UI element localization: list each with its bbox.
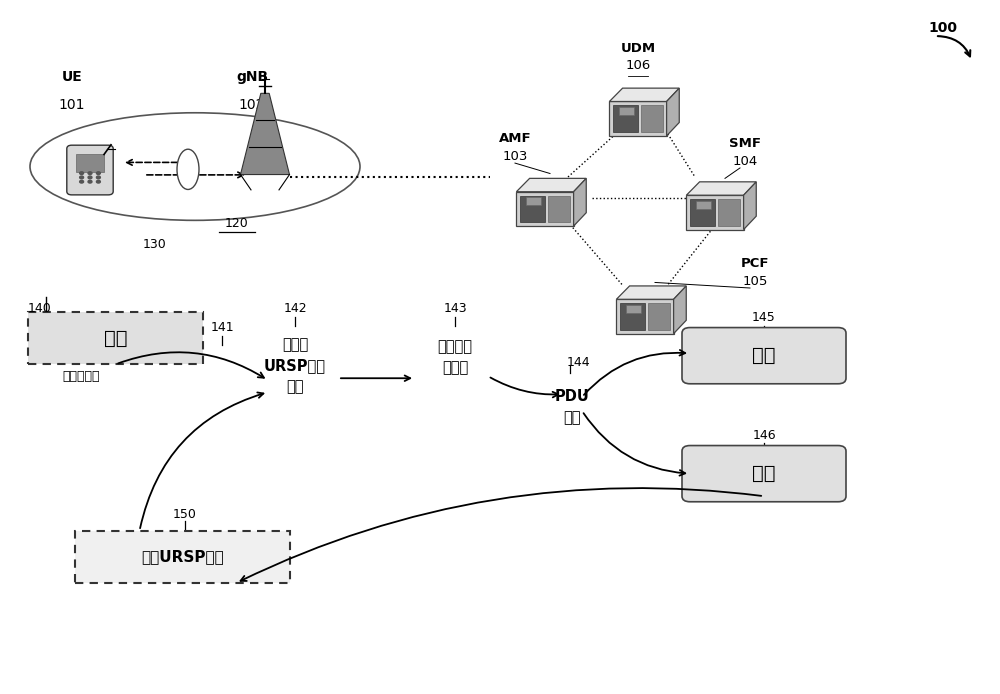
Text: 104: 104 <box>732 155 758 167</box>
Text: 130: 130 <box>143 238 167 251</box>
Text: 默认URSP规则: 默认URSP规则 <box>141 550 224 564</box>
Circle shape <box>80 180 84 183</box>
Text: 105: 105 <box>742 275 768 287</box>
Circle shape <box>88 172 92 174</box>
Polygon shape <box>619 108 634 115</box>
Circle shape <box>80 176 84 179</box>
Polygon shape <box>516 178 586 192</box>
Polygon shape <box>641 105 663 132</box>
Polygon shape <box>718 199 740 226</box>
Circle shape <box>88 176 92 179</box>
Text: PCF: PCF <box>741 257 769 270</box>
Bar <box>76 155 104 172</box>
Text: 应用: 应用 <box>104 329 127 348</box>
Text: 145: 145 <box>752 312 776 324</box>
Text: 成功: 成功 <box>752 346 776 365</box>
Text: UDM: UDM <box>620 42 656 55</box>
FancyBboxPatch shape <box>682 446 846 502</box>
Text: 讯务描述符: 讯务描述符 <box>62 370 100 382</box>
Text: 路径选择: 路径选择 <box>438 339 473 355</box>
FancyBboxPatch shape <box>75 531 290 583</box>
Text: 141: 141 <box>210 321 234 334</box>
Polygon shape <box>667 88 679 136</box>
Polygon shape <box>616 286 686 299</box>
Polygon shape <box>609 101 667 136</box>
Text: 102: 102 <box>239 99 265 112</box>
Polygon shape <box>696 201 711 208</box>
Text: 100: 100 <box>928 21 958 35</box>
FancyBboxPatch shape <box>28 312 203 364</box>
Text: 143: 143 <box>443 303 467 315</box>
Text: 150: 150 <box>173 509 197 521</box>
Polygon shape <box>574 178 586 226</box>
Text: 103: 103 <box>502 150 528 162</box>
FancyBboxPatch shape <box>67 145 113 195</box>
Text: 144: 144 <box>567 356 591 369</box>
Polygon shape <box>526 198 541 205</box>
Polygon shape <box>648 303 670 330</box>
Polygon shape <box>686 182 756 195</box>
Text: 描述符: 描述符 <box>442 360 468 375</box>
Circle shape <box>80 172 84 174</box>
Polygon shape <box>744 182 756 230</box>
Text: 匹配: 匹配 <box>286 379 304 394</box>
Text: 140: 140 <box>28 303 52 315</box>
Circle shape <box>96 180 100 183</box>
Text: 非默认: 非默认 <box>282 337 308 353</box>
Text: gNB: gNB <box>236 70 268 84</box>
Text: 失败: 失败 <box>752 464 776 483</box>
Circle shape <box>96 172 100 174</box>
Ellipse shape <box>30 112 360 220</box>
Text: 142: 142 <box>283 303 307 315</box>
Polygon shape <box>626 305 641 312</box>
Text: UE: UE <box>62 70 82 84</box>
Text: AMF: AMF <box>499 133 531 145</box>
Polygon shape <box>686 195 744 230</box>
Polygon shape <box>516 192 574 226</box>
FancyBboxPatch shape <box>682 328 846 384</box>
Polygon shape <box>613 105 638 132</box>
Circle shape <box>88 180 92 183</box>
Polygon shape <box>609 88 679 101</box>
Text: 146: 146 <box>752 429 776 441</box>
Text: URSP规则: URSP规则 <box>264 358 326 373</box>
Polygon shape <box>520 196 545 222</box>
Polygon shape <box>548 196 570 222</box>
Polygon shape <box>616 299 674 334</box>
Circle shape <box>96 176 100 179</box>
Polygon shape <box>620 303 645 330</box>
Text: 106: 106 <box>625 60 651 72</box>
Text: SMF: SMF <box>729 137 761 150</box>
Text: 会话: 会话 <box>563 410 581 425</box>
Polygon shape <box>690 199 715 226</box>
Polygon shape <box>241 93 290 174</box>
Ellipse shape <box>177 149 199 189</box>
Polygon shape <box>674 286 686 334</box>
Text: 120: 120 <box>225 217 249 230</box>
Text: PDU: PDU <box>555 389 589 405</box>
Text: 101: 101 <box>59 99 85 112</box>
